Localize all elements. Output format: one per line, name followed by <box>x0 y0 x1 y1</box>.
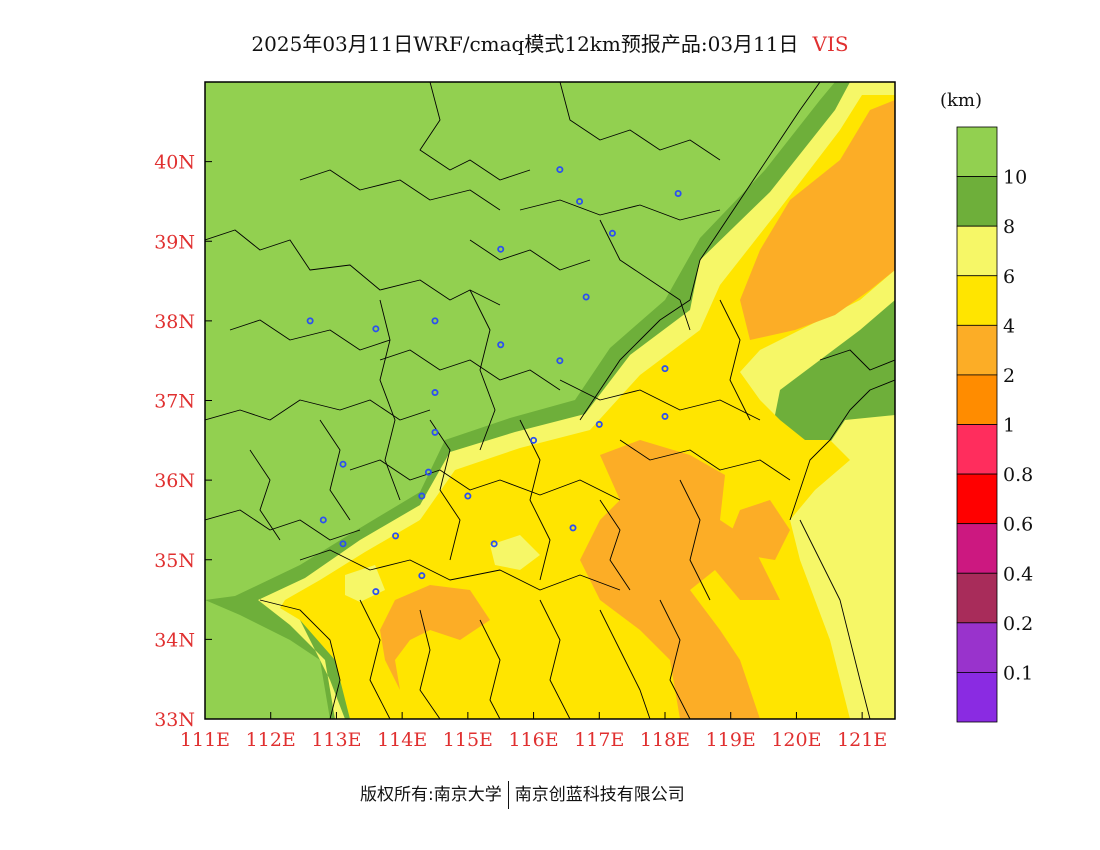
legend-label: 4 <box>1003 315 1015 337</box>
lon-tick-label: 114E <box>377 729 427 751</box>
city-marker <box>319 516 327 524</box>
city-marker <box>530 436 538 444</box>
city-marker <box>576 197 584 205</box>
lat-tick-label: 39N <box>154 231 195 253</box>
field-2-4-east <box>730 500 790 560</box>
legend-swatch <box>956 176 998 227</box>
legend-label: 1 <box>1003 415 1015 437</box>
field-6-8-patch <box>490 535 540 570</box>
city-marker <box>306 317 314 325</box>
copyright-footer: 版权所有:南京大学 南京创蓝科技有限公司 <box>360 780 685 809</box>
city-marker <box>595 420 603 428</box>
lat-tick-label: 37N <box>154 391 195 413</box>
admin-boundaries <box>205 82 895 719</box>
city-marker <box>582 293 590 301</box>
city-marker <box>424 468 432 476</box>
lon-tick-label: 120E <box>771 729 821 751</box>
legend-swatch <box>956 324 998 376</box>
field-2-4-north <box>740 100 895 340</box>
lon-tick-label: 112E <box>246 729 296 751</box>
map-plot-area <box>205 82 895 719</box>
map-axes: 111E 112E 113E 114E 115E 116E 117E 118E 119E 120E… <box>154 152 887 751</box>
city-marker <box>392 532 400 540</box>
legend-swatch <box>956 275 998 326</box>
city-marker <box>674 189 682 197</box>
city-marker <box>431 428 439 436</box>
legend-swatch <box>956 572 998 624</box>
city-marker <box>490 540 498 548</box>
city-marker <box>418 492 426 500</box>
title-main: 2025年03月11日WRF/cmaq模式12km预报产品:03月11日 <box>251 32 799 56</box>
legend-label: 0.8 <box>1003 464 1033 486</box>
city-marker <box>339 540 347 548</box>
lon-tick-label: 118E <box>640 729 690 751</box>
legend-unit: (km) <box>940 90 983 111</box>
lon-tick-label: 111E <box>180 729 230 751</box>
footer-separator <box>507 781 509 809</box>
city-marker <box>431 389 439 397</box>
legend-label: 2 <box>1003 365 1015 387</box>
city-marker <box>556 166 564 174</box>
legend-label: 6 <box>1003 266 1015 288</box>
legend-swatch <box>956 473 998 525</box>
legend-label: 0.4 <box>1003 563 1033 585</box>
city-markers <box>306 166 682 596</box>
copyright-right: 南京创蓝科技有限公司 <box>514 785 685 805</box>
city-marker <box>372 588 380 596</box>
lon-tick-label: 115E <box>443 729 493 751</box>
lat-tick-label: 38N <box>154 311 195 333</box>
city-marker <box>556 357 564 365</box>
city-marker <box>418 572 426 580</box>
legend-swatch <box>956 225 998 277</box>
legend-swatch <box>956 672 998 723</box>
legend-label: 0.2 <box>1003 613 1033 635</box>
city-marker <box>372 325 380 333</box>
lat-tick-label: 35N <box>154 550 195 572</box>
legend-swatch <box>956 374 998 425</box>
lat-tick-label: 36N <box>154 470 195 492</box>
city-marker <box>339 460 347 468</box>
legend-label: 10 <box>1003 167 1027 189</box>
field-6-8-patch2 <box>345 565 385 602</box>
legend-label: 8 <box>1003 216 1015 238</box>
city-marker <box>661 365 669 373</box>
city-marker <box>661 412 669 420</box>
legend-swatch <box>956 523 998 574</box>
map-title: 2025年03月11日WRF/cmaq模式12km预报产品:03月11日 VIS <box>0 28 1100 57</box>
city-marker <box>464 492 472 500</box>
lon-tick-label: 121E <box>837 729 887 751</box>
city-marker <box>431 317 439 325</box>
legend-swatch <box>956 424 998 475</box>
lon-tick-label: 116E <box>509 729 559 751</box>
lon-tick-label: 119E <box>706 729 756 751</box>
lon-tick-label: 113E <box>311 729 361 751</box>
lat-tick-label: 40N <box>154 152 195 174</box>
color-legend: 10 8 6 4 2 1 0.8 0.6 0.4 0.2 0.1 <box>956 126 1033 723</box>
legend-swatch <box>956 126 998 177</box>
field-6-8 <box>258 82 895 719</box>
copyright-left: 版权所有:南京大学 <box>360 785 502 805</box>
field-2-4-west <box>380 585 490 690</box>
legend-label: 0.6 <box>1003 514 1033 536</box>
field-2-4-central <box>580 440 780 719</box>
city-marker <box>608 229 616 237</box>
lat-tick-label: 33N <box>154 709 195 731</box>
lon-tick-label: 117E <box>574 729 624 751</box>
lat-tick-label: 34N <box>154 629 195 651</box>
city-marker <box>497 245 505 253</box>
legend-label: 0.1 <box>1003 662 1033 684</box>
city-marker <box>569 524 577 532</box>
legend-swatch <box>956 622 998 673</box>
city-marker <box>497 341 505 349</box>
title-variable: VIS <box>812 32 849 56</box>
